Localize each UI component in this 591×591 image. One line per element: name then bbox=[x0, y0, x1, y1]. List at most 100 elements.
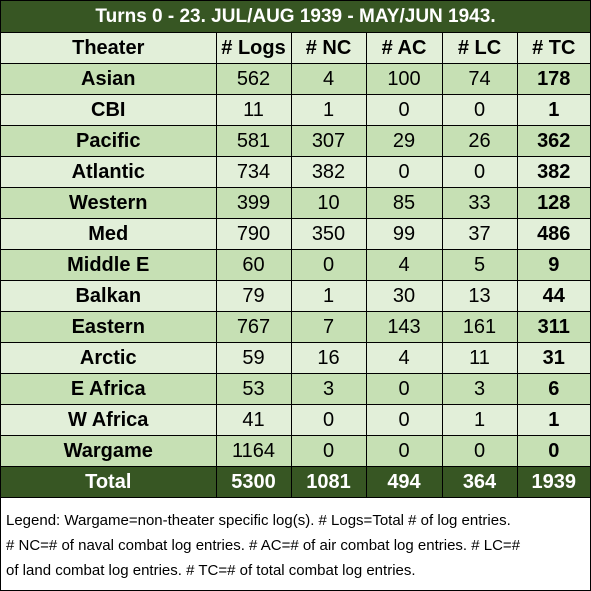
cell-theater: CBI bbox=[1, 94, 217, 126]
header-logs: # Logs bbox=[215, 33, 292, 64]
cell-logs: 53 bbox=[215, 373, 292, 405]
cell-theater: Eastern bbox=[1, 311, 217, 343]
cell-nc: 16 bbox=[290, 342, 367, 374]
cell-lc: 3 bbox=[441, 373, 518, 405]
cell-nc: 382 bbox=[290, 156, 367, 188]
cell-theater: Pacific bbox=[1, 125, 217, 157]
total-row: Total 5300 1081 494 364 1939 bbox=[1, 466, 590, 498]
cell-tc: 31 bbox=[516, 342, 590, 374]
cell-nc: 4 bbox=[290, 63, 367, 95]
theater-log-table: Theater # Logs # NC # AC # LC # TC Asian… bbox=[1, 33, 590, 498]
cell-ac: 143 bbox=[365, 311, 443, 343]
cell-lc: 0 bbox=[441, 435, 518, 467]
cell-ac: 0 bbox=[365, 373, 443, 405]
cell-lc: 5 bbox=[441, 249, 518, 281]
total-ac: 494 bbox=[365, 466, 443, 498]
cell-lc: 0 bbox=[441, 156, 518, 188]
header-nc: # NC bbox=[290, 33, 367, 64]
cell-ac: 0 bbox=[365, 156, 443, 188]
table-title: Turns 0 - 23. JUL/AUG 1939 - MAY/JUN 194… bbox=[1, 1, 590, 33]
cell-logs: 41 bbox=[215, 404, 292, 436]
cell-nc: 307 bbox=[290, 125, 367, 157]
cell-tc: 0 bbox=[516, 435, 590, 467]
cell-ac: 4 bbox=[365, 342, 443, 374]
cell-tc: 44 bbox=[516, 280, 590, 312]
cell-theater: Asian bbox=[1, 63, 217, 95]
cell-lc: 161 bbox=[441, 311, 518, 343]
cell-nc: 10 bbox=[290, 187, 367, 219]
table-row: Middle E 60 0 4 5 9 bbox=[1, 249, 590, 281]
cell-ac: 85 bbox=[365, 187, 443, 219]
cell-ac: 100 bbox=[365, 63, 443, 95]
table-row: Asian 562 4 100 74 178 bbox=[1, 63, 590, 95]
cell-ac: 99 bbox=[365, 218, 443, 250]
table-row: Balkan 79 1 30 13 44 bbox=[1, 280, 590, 312]
cell-nc: 3 bbox=[290, 373, 367, 405]
cell-lc: 33 bbox=[441, 187, 518, 219]
total-tc: 1939 bbox=[516, 466, 590, 498]
cell-ac: 30 bbox=[365, 280, 443, 312]
cell-ac: 0 bbox=[365, 435, 443, 467]
table-row: Wargame 1164 0 0 0 0 bbox=[1, 435, 590, 467]
table-row: Arctic 59 16 4 11 31 bbox=[1, 342, 590, 374]
cell-theater: Atlantic bbox=[1, 156, 217, 188]
cell-logs: 581 bbox=[215, 125, 292, 157]
table-row: Atlantic 734 382 0 0 382 bbox=[1, 156, 590, 188]
cell-theater: W Africa bbox=[1, 404, 217, 436]
table-row: E Africa 53 3 0 3 6 bbox=[1, 373, 590, 405]
cell-tc: 1 bbox=[516, 404, 590, 436]
total-logs: 5300 bbox=[215, 466, 292, 498]
header-theater: Theater bbox=[1, 33, 217, 64]
cell-logs: 60 bbox=[215, 249, 292, 281]
cell-ac: 0 bbox=[365, 404, 443, 436]
cell-lc: 26 bbox=[441, 125, 518, 157]
header-row: Theater # Logs # NC # AC # LC # TC bbox=[1, 33, 590, 64]
legend-line: # NC=# of naval combat log entries. # AC… bbox=[6, 537, 521, 554]
cell-tc: 382 bbox=[516, 156, 590, 188]
cell-tc: 178 bbox=[516, 63, 590, 95]
cell-ac: 29 bbox=[365, 125, 443, 157]
header-ac: # AC bbox=[365, 33, 443, 64]
header-tc: # TC bbox=[516, 33, 590, 64]
total-lc: 364 bbox=[441, 466, 518, 498]
total-theater: Total bbox=[1, 466, 217, 498]
cell-logs: 1164 bbox=[215, 435, 292, 467]
cell-tc: 486 bbox=[516, 218, 590, 250]
legend: Legend: Wargame=non-theater specific log… bbox=[6, 508, 586, 583]
cell-tc: 128 bbox=[516, 187, 590, 219]
cell-nc: 1 bbox=[290, 94, 367, 126]
table-row: Eastern 767 7 143 161 311 bbox=[1, 311, 590, 343]
cell-tc: 362 bbox=[516, 125, 590, 157]
cell-ac: 0 bbox=[365, 94, 443, 126]
cell-nc: 0 bbox=[290, 435, 367, 467]
cell-lc: 74 bbox=[441, 63, 518, 95]
table-row: Pacific 581 307 29 26 362 bbox=[1, 125, 590, 157]
cell-theater: Wargame bbox=[1, 435, 217, 467]
cell-logs: 790 bbox=[215, 218, 292, 250]
cell-nc: 350 bbox=[290, 218, 367, 250]
cell-logs: 399 bbox=[215, 187, 292, 219]
cell-theater: Balkan bbox=[1, 280, 217, 312]
cell-logs: 562 bbox=[215, 63, 292, 95]
cell-logs: 59 bbox=[215, 342, 292, 374]
cell-logs: 767 bbox=[215, 311, 292, 343]
table-row: Med 790 350 99 37 486 bbox=[1, 218, 590, 250]
cell-theater: Western bbox=[1, 187, 217, 219]
cell-logs: 11 bbox=[215, 94, 292, 126]
table-body: Theater # Logs # NC # AC # LC # TC Asian… bbox=[1, 33, 590, 498]
cell-tc: 1 bbox=[516, 94, 590, 126]
cell-logs: 79 bbox=[215, 280, 292, 312]
legend-line: of land combat log entries. # TC=# of to… bbox=[6, 562, 416, 579]
cell-theater: E Africa bbox=[1, 373, 217, 405]
cell-lc: 13 bbox=[441, 280, 518, 312]
cell-lc: 37 bbox=[441, 218, 518, 250]
table-row: Western 399 10 85 33 128 bbox=[1, 187, 590, 219]
cell-nc: 0 bbox=[290, 249, 367, 281]
cell-lc: 1 bbox=[441, 404, 518, 436]
cell-logs: 734 bbox=[215, 156, 292, 188]
cell-theater: Med bbox=[1, 218, 217, 250]
cell-nc: 1 bbox=[290, 280, 367, 312]
cell-lc: 11 bbox=[441, 342, 518, 374]
table-row: W Africa 41 0 0 1 1 bbox=[1, 404, 590, 436]
